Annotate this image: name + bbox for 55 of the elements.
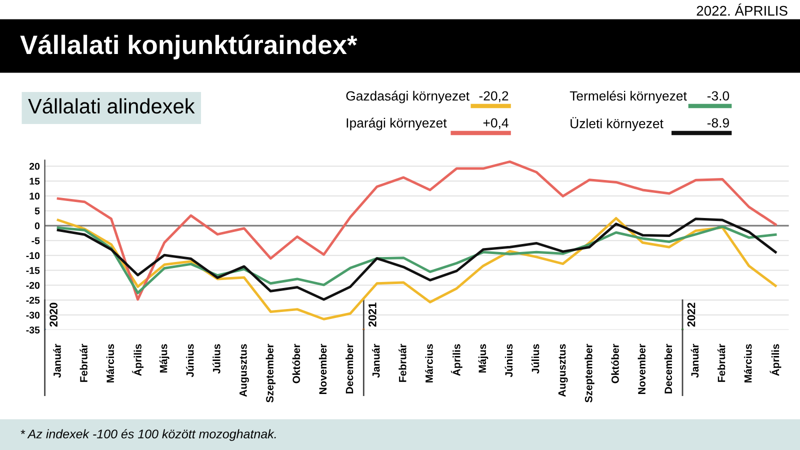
text: * Az indexek -100 és 100 között mozoghatnak. <box>20 429 276 441</box>
x-tick-label: Szeptember <box>266 344 276 402</box>
x-tick-label: Május <box>478 344 488 373</box>
x-tick-label: Január <box>53 344 61 378</box>
y-tick-label: -30 <box>26 312 40 319</box>
y-tick-label: 20 <box>29 162 40 170</box>
x-tick-label: December <box>346 344 354 394</box>
x-tick-label: Február <box>80 344 88 382</box>
text: -20,2 <box>479 91 508 102</box>
x-tick-label: Január <box>690 344 699 378</box>
x-tick-label: Március <box>744 344 752 382</box>
x-tick-label: Június <box>504 344 513 378</box>
annotation: 2022 <box>687 302 696 327</box>
y-tick-label: -35 <box>26 326 40 334</box>
x-tick-label: December <box>664 344 672 394</box>
x-tick-label: Augusztus <box>558 344 568 397</box>
x-tick-label: Április <box>770 344 782 376</box>
text: 2022. ÁPRILIS <box>696 4 788 16</box>
annotation: 2021 <box>368 302 376 327</box>
text: -3.0 <box>707 91 730 101</box>
x-tick-label: Június <box>186 344 194 378</box>
chart-subtitle: Vállalati alindexek <box>28 98 195 114</box>
x-tick-label: November <box>318 344 327 394</box>
x-tick-label: Március <box>106 344 114 382</box>
x-tick-label: Február <box>717 344 726 382</box>
x-tick-label: Szeptember <box>584 344 594 402</box>
x-tick-label: Április <box>450 344 462 376</box>
x-tick-label: November <box>638 344 646 394</box>
y-tick-label: -25 <box>26 296 40 304</box>
x-tick-label: Május <box>159 344 170 373</box>
y-tick-label: 15 <box>30 178 40 185</box>
x-tick-label: Augusztus <box>240 344 249 397</box>
chart-title: Vállalati konjunktúraindex* <box>20 34 358 60</box>
x-tick-label: Április <box>132 344 144 376</box>
x-tick-label: Március <box>425 344 433 382</box>
legend-label: Gazdasági környezet <box>346 90 470 104</box>
legend-label: Üzleti környezet <box>570 117 664 131</box>
x-tick-label: Október <box>292 344 300 384</box>
x-tick-label: Február <box>398 344 406 382</box>
y-tick-label: 5 <box>34 208 40 214</box>
x-tick-label: Július <box>212 344 220 374</box>
legend-label: Iparági környezet <box>346 118 447 130</box>
x-tick-label: Január <box>372 344 380 378</box>
y-tick-label: -10 <box>26 252 40 260</box>
x-tick-label: Július <box>531 344 540 374</box>
text: -8.9 <box>707 118 729 128</box>
annotation: 2020 <box>50 302 58 327</box>
x-tick-label: Október <box>611 344 619 384</box>
y-tick-label: -20 <box>26 282 40 289</box>
text: +0,4 <box>483 118 508 130</box>
y-tick-label: -5 <box>32 237 40 244</box>
y-tick-label: 0 <box>34 222 40 230</box>
y-tick-label: -15 <box>26 267 40 274</box>
y-tick-label: 10 <box>30 192 40 200</box>
legend-label: Termelési környezet <box>570 90 687 104</box>
